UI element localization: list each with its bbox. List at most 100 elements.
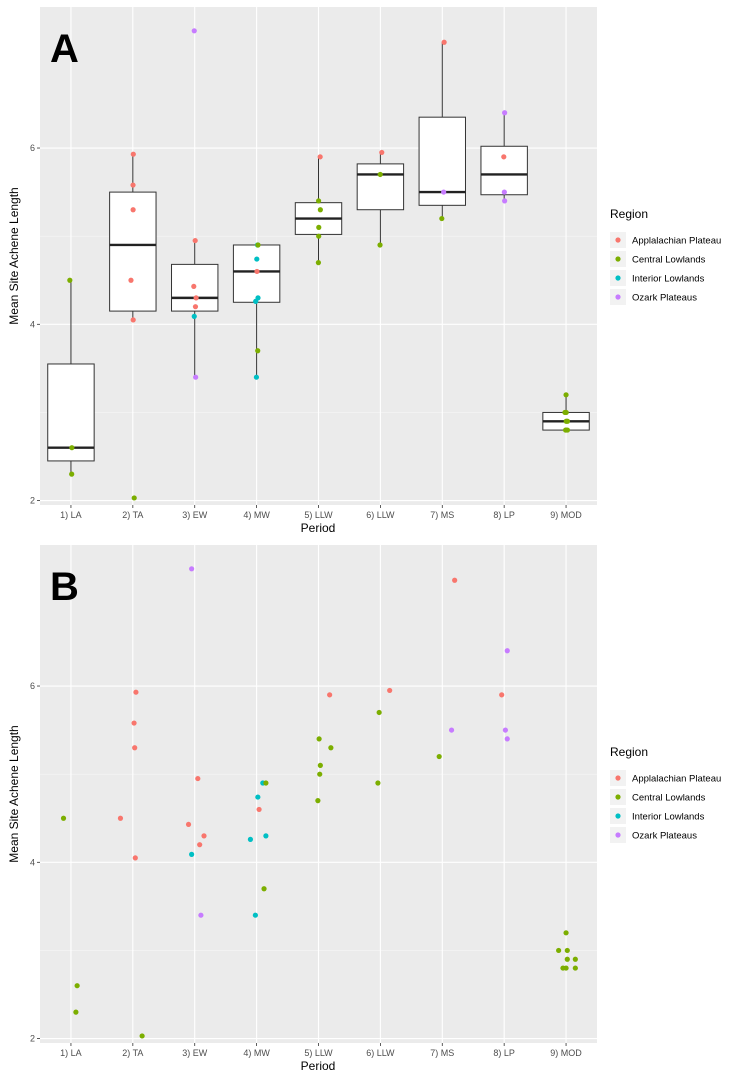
data-point (192, 237, 198, 244)
data-point (564, 427, 571, 433)
data-point (255, 348, 261, 354)
data-point (60, 815, 67, 821)
panel-label: B (50, 565, 79, 609)
x-tick-label: 4) MW (243, 510, 270, 520)
legend-swatch (615, 256, 621, 262)
data-point (189, 851, 195, 857)
data-point (189, 566, 195, 572)
x-tick-label: 8) LP (493, 1048, 515, 1058)
data-point (198, 912, 204, 918)
y-tick-label: 4 (30, 857, 35, 867)
data-point (263, 780, 269, 786)
y-axis-title: Mean Site Achene Length (7, 725, 21, 862)
data-point (191, 283, 197, 290)
data-point (317, 762, 323, 768)
data-point (377, 242, 383, 248)
data-point (128, 277, 134, 283)
data-point (317, 154, 323, 160)
data-point (502, 198, 508, 204)
data-point (256, 806, 262, 813)
data-point (317, 771, 323, 777)
x-tick-label: 6) LLW (366, 1048, 395, 1058)
data-point (315, 260, 322, 266)
data-point (247, 836, 254, 842)
data-point (130, 207, 136, 213)
data-point (130, 182, 136, 188)
legend-title: Region (610, 207, 648, 221)
data-point (316, 233, 322, 239)
data-point (563, 965, 569, 971)
data-point (375, 780, 381, 786)
legend-title: Region (610, 745, 648, 759)
x-tick-label: 1) LA (60, 1048, 82, 1058)
data-point (572, 956, 578, 962)
x-tick-label: 2) TA (122, 1048, 143, 1058)
box (480, 145, 528, 196)
data-point (572, 965, 578, 971)
data-point (192, 304, 199, 310)
x-tick-label: 5) LLW (304, 510, 333, 520)
x-tick-label: 2) TA (122, 510, 143, 520)
data-point (117, 815, 124, 821)
data-point (201, 833, 207, 839)
data-point (254, 268, 260, 275)
y-tick-label: 4 (30, 319, 35, 329)
point-marks (60, 566, 578, 1039)
y-tick-labels: 2 4 6 (30, 681, 40, 1044)
data-point (263, 833, 269, 839)
data-point (253, 298, 259, 304)
x-axis-title: Period (301, 521, 336, 535)
data-point (564, 947, 570, 954)
data-point (563, 409, 569, 416)
data-point (317, 207, 323, 213)
data-point (502, 727, 509, 733)
data-point (504, 736, 510, 742)
data-point (501, 154, 507, 160)
data-point (439, 215, 445, 222)
legend-label: Interior Lowlands (632, 274, 705, 285)
legend: Region Applalachian Plateau Central Lowlan… (610, 745, 721, 843)
data-point (255, 794, 261, 800)
legend-label: Central Lowlands (632, 793, 706, 804)
data-point (67, 277, 73, 283)
data-point (376, 709, 382, 716)
x-tick-label: 4) MW (243, 1048, 270, 1058)
y-tick-label: 6 (30, 681, 35, 691)
x-tick-label: 7) MS (430, 1048, 454, 1058)
data-point (130, 317, 136, 323)
x-tick-label: 5) LLW (304, 1048, 333, 1058)
data-point (133, 689, 139, 695)
data-point (563, 930, 569, 936)
panel-b: 2 4 6 1) LA 2) TA 3) EW 4) MW 5) LLW 6) LLW 7) M… (7, 545, 721, 1073)
data-point (191, 313, 197, 319)
data-point (441, 189, 447, 195)
data-point (185, 821, 192, 828)
data-point (327, 692, 333, 698)
data-point (252, 912, 258, 918)
data-point (254, 256, 260, 262)
data-point (564, 418, 571, 424)
data-point (253, 374, 260, 380)
data-point (193, 374, 199, 380)
y-tick-labels: 2 4 6 (30, 143, 40, 506)
legend-label: Central Lowlands (632, 255, 706, 266)
x-tick-labels: 1) LA 2) TA 3) EW 4) MW 5) LLW 6) LLW 7) MS 8) … (60, 505, 582, 520)
x-tick-label: 6) LLW (366, 510, 395, 520)
data-point (563, 392, 569, 398)
panel-label: A (50, 27, 79, 71)
y-axis-title: Mean Site Achene Length (7, 187, 21, 324)
data-point (448, 727, 455, 733)
y-tick-label: 2 (30, 496, 35, 506)
data-point (377, 171, 383, 178)
x-tick-labels: 1) LA 2) TA 3) EW 4) MW 5) LLW 6) LLW 7) MS 8) … (60, 1043, 582, 1058)
data-point (130, 151, 136, 157)
point-marks (67, 28, 571, 501)
data-point (315, 798, 321, 804)
y-tick-label: 6 (30, 143, 35, 153)
data-point (501, 189, 507, 195)
data-point (436, 753, 442, 760)
x-axis-title: Period (301, 1059, 336, 1073)
legend-swatch (615, 832, 621, 838)
legend: Region Applalachian Plateau Central Lowlan… (610, 207, 721, 305)
